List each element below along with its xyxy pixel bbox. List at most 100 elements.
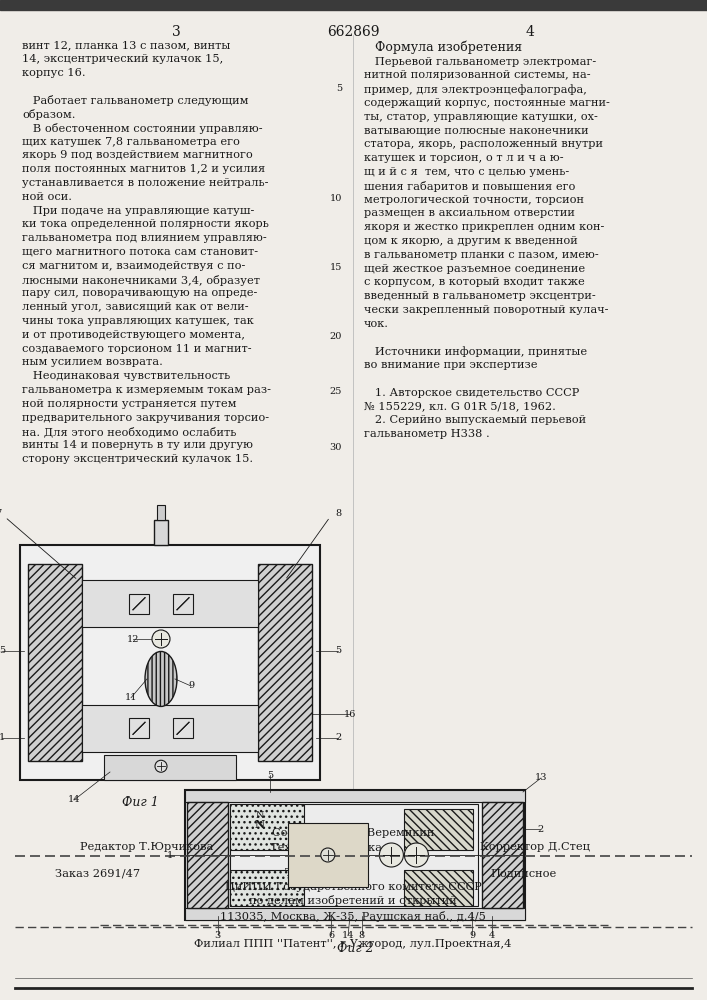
Text: ной полярности устраняется путем: ной полярности устраняется путем [22,399,237,409]
Bar [185,790,525,802]
Text: ной оси.: ной оси. [22,192,72,202]
Text: устанавливается в положение нейтраль-: устанавливается в положение нейтраль- [22,178,269,188]
Text: шения габаритов и повышения его: шения габаритов и повышения его [364,181,575,192]
Text: Редактор Т.Юрчикова: Редактор Т.Юрчикова [80,842,214,852]
Text: на. Для этого необходимо ослабить: на. Для этого необходимо ослабить [22,426,236,437]
Text: 11: 11 [124,693,137,702]
Text: щей жесткое разъемное соединение: щей жесткое разъемное соединение [364,264,585,274]
Text: корпус 16.: корпус 16. [22,68,86,78]
Text: Источники информации, принятые: Источники информации, принятые [364,346,587,357]
Bar [230,804,478,906]
Text: якорь 9 под воздействием магнитного: якорь 9 под воздействием магнитного [22,150,252,160]
Text: 12: 12 [127,635,139,644]
Text: щих катушек 7,8 гальванометра его: щих катушек 7,8 гальванометра его [22,137,240,147]
Text: При подаче на управляющие катуш-: При подаче на управляющие катуш- [22,206,255,216]
Circle shape [321,848,335,862]
Text: статора, якорь, расположенный внутри: статора, якорь, расположенный внутри [364,139,603,149]
Text: Техред  Д.Бабурка: Техред Д.Бабурка [270,842,382,853]
Circle shape [404,843,428,867]
Text: щ и й с я  тем, что с целью умень-: щ и й с я тем, что с целью умень- [364,167,569,177]
Text: поля постоянных магнитов 1,2 и усилия: поля постоянных магнитов 1,2 и усилия [22,164,265,174]
Ellipse shape [145,651,177,706]
Text: 4: 4 [489,930,496,940]
Bar [129,718,149,738]
Text: N: N [255,819,264,830]
Text: в гальванометр планки с пазом, имею-: в гальванометр планки с пазом, имею- [364,250,599,260]
Text: 8: 8 [335,508,341,518]
Text: винты 14 и повернуть в ту или другую: винты 14 и повернуть в ту или другую [22,440,253,450]
Bar [0,0,707,10]
Text: введенный в гальванометр эксцентри-: введенный в гальванометр эксцентри- [364,291,596,301]
Bar [230,804,304,850]
Text: Неодинаковая чувствительность: Неодинаковая чувствительность [22,371,230,381]
Text: В обесточенном состоянии управляю-: В обесточенном состоянии управляю- [22,123,262,134]
Text: 10: 10 [329,194,342,203]
Text: 5: 5 [335,646,341,655]
Text: Тираж 1089: Тираж 1089 [285,868,357,878]
Circle shape [155,760,167,772]
Text: 5: 5 [267,770,273,780]
Text: по делам изобретений и открытий: по делам изобретений и открытий [249,895,457,906]
Text: щего магнитного потока сам становит-: щего магнитного потока сам становит- [22,247,258,257]
Text: 6: 6 [328,930,334,940]
Bar [154,520,168,545]
Text: пример, для электроэнцефалографа,: пример, для электроэнцефалографа, [364,84,587,95]
Text: сторону эксцентрический кулачок 15.: сторону эксцентрический кулачок 15. [22,454,253,464]
Text: 1: 1 [0,733,5,742]
Text: ты, статор, управляющие катушки, ох-: ты, статор, управляющие катушки, ох- [364,112,598,122]
Text: 5: 5 [0,646,5,655]
Text: 3: 3 [214,930,221,940]
Text: 9: 9 [469,930,475,940]
Text: ленный угол, зависящий как от вели-: ленный угол, зависящий как от вели- [22,302,249,312]
Text: Перьевой гальванометр электромаг-: Перьевой гальванометр электромаг- [364,57,596,67]
Text: винт 12, планка 13 с пазом, винты: винт 12, планка 13 с пазом, винты [22,40,230,50]
Text: гальванометра под влиянием управляю-: гальванометра под влиянием управляю- [22,233,267,243]
Text: Фиг 1: Фиг 1 [122,796,158,809]
Bar [404,809,473,850]
Text: Подписное: Подписное [490,868,556,878]
Text: содержащий корпус, постоянные магни-: содержащий корпус, постоянные магни- [364,98,610,108]
Bar [173,594,193,614]
Bar [404,870,473,906]
Text: люсными наконечниками 3,4, образует: люсными наконечниками 3,4, образует [22,275,260,286]
Text: № 155229, кл. G 01R 5/18, 1962.: № 155229, кл. G 01R 5/18, 1962. [364,402,556,412]
Bar [20,545,320,780]
Text: 8: 8 [358,930,365,940]
Text: 16: 16 [344,710,356,719]
Text: 14: 14 [342,930,354,940]
Text: 2. Серийно выпускаемый перьевой: 2. Серийно выпускаемый перьевой [364,415,586,425]
Text: Формула изобретения: Формула изобретения [375,40,522,53]
Text: чески закрепленный поворотный кулач-: чески закрепленный поворотный кулач- [364,305,609,315]
Bar [129,594,149,614]
Text: 1: 1 [167,850,173,859]
Text: 14: 14 [68,796,81,804]
Text: ватывающие полюсные наконечники: ватывающие полюсные наконечники [364,126,589,136]
Text: 30: 30 [329,443,342,452]
Text: Фиг 2: Фиг 2 [337,942,373,955]
Text: 2: 2 [335,733,341,742]
Text: 25: 25 [329,387,342,396]
Text: катушек и торсион, о т л и ч а ю-: катушек и торсион, о т л и ч а ю- [364,153,563,163]
Text: 20: 20 [329,332,342,341]
Text: 5: 5 [336,84,342,93]
Bar [185,790,525,920]
Text: 15: 15 [329,263,342,272]
Bar [28,564,82,761]
Text: 7: 7 [0,508,1,518]
Text: N: N [255,811,264,820]
Text: Составитель  Б.Веремикин: Составитель Б.Веремикин [271,828,434,838]
Text: гальванометр Н338 .: гальванометр Н338 . [364,429,490,439]
Text: ся магнитом и, взаимодействуя с по-: ся магнитом и, взаимодействуя с по- [22,261,245,271]
Text: цом к якорю, а другим к введенной: цом к якорю, а другим к введенной [364,236,578,246]
Text: с корпусом, в который входит также: с корпусом, в который входит также [364,277,585,287]
Text: ЦиИПИ Государственного комитета СССР: ЦиИПИ Государственного комитета СССР [225,882,481,892]
Text: Корректор Д.Стец: Корректор Д.Стец [480,842,590,852]
Text: образом.: образом. [22,109,76,120]
Text: Работает гальванометр следующим: Работает гальванометр следующим [22,95,248,106]
Text: Заказ 2691/47: Заказ 2691/47 [55,868,140,878]
Text: и от противодействующего момента,: и от противодействующего момента, [22,330,245,340]
Bar [157,505,165,520]
Text: чины тока управляющих катушек, так: чины тока управляющих катушек, так [22,316,254,326]
Bar [185,908,525,920]
Text: 2: 2 [537,824,543,834]
